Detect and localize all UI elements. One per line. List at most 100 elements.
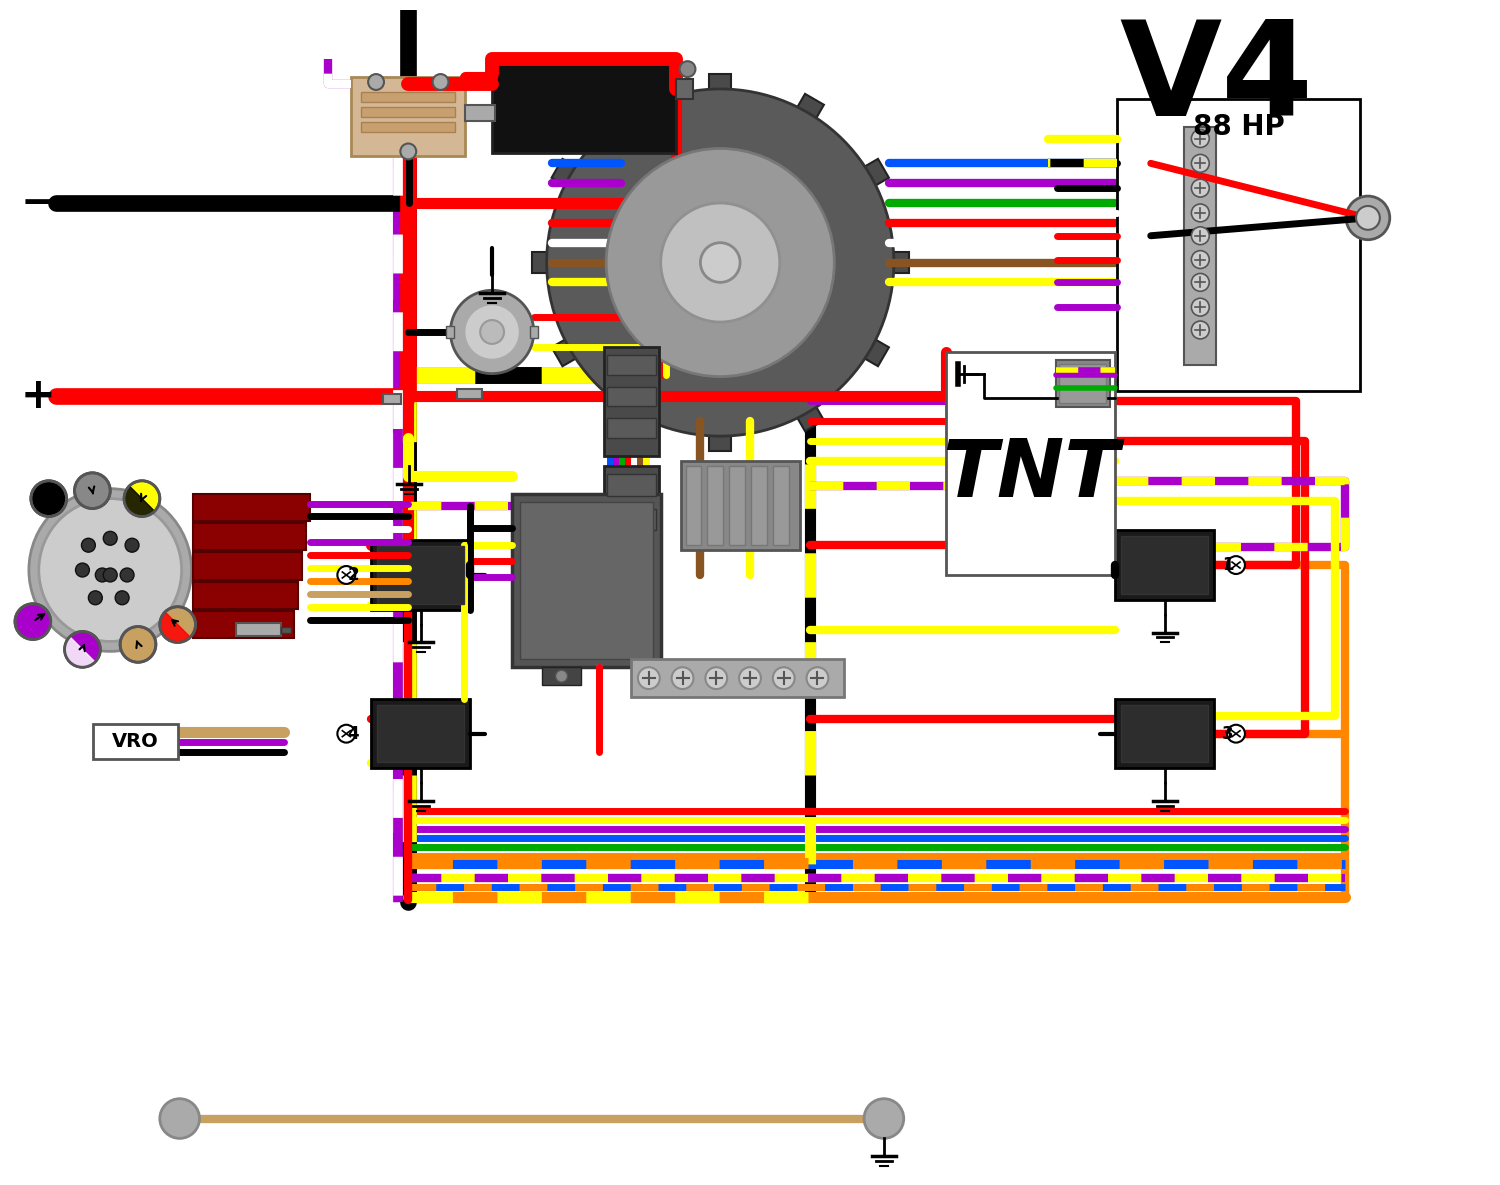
Circle shape — [104, 531, 117, 545]
Bar — [604, 347, 658, 456]
Polygon shape — [616, 94, 651, 130]
Text: TNT: TNT — [942, 436, 1119, 514]
Circle shape — [1191, 204, 1209, 222]
Bar — [370, 540, 471, 610]
Bar — [362, 92, 456, 102]
Polygon shape — [160, 611, 190, 642]
Bar — [542, 667, 582, 685]
Bar — [1059, 364, 1106, 403]
Bar — [192, 523, 306, 550]
Bar — [729, 466, 746, 545]
Circle shape — [480, 320, 504, 344]
Circle shape — [1191, 299, 1209, 316]
Polygon shape — [64, 636, 94, 667]
Circle shape — [15, 603, 51, 640]
Bar — [362, 107, 456, 117]
Circle shape — [1227, 556, 1245, 574]
Circle shape — [39, 499, 182, 641]
Circle shape — [672, 667, 693, 688]
Circle shape — [1227, 725, 1245, 743]
Bar — [632, 659, 844, 697]
Bar — [1120, 537, 1209, 594]
Circle shape — [1356, 206, 1380, 230]
Bar — [1120, 705, 1209, 762]
Bar — [370, 699, 471, 768]
Circle shape — [1191, 274, 1209, 292]
Circle shape — [160, 607, 195, 642]
Text: −: − — [21, 182, 56, 224]
Circle shape — [740, 667, 760, 688]
Circle shape — [1191, 321, 1209, 339]
Polygon shape — [852, 333, 889, 366]
Polygon shape — [790, 94, 824, 130]
Bar — [458, 390, 482, 399]
Bar — [752, 466, 766, 545]
Circle shape — [96, 568, 109, 582]
Polygon shape — [790, 395, 824, 431]
Text: 2: 2 — [348, 566, 358, 584]
Circle shape — [555, 671, 567, 683]
Polygon shape — [852, 159, 889, 193]
Bar — [512, 494, 660, 667]
Bar — [520, 501, 652, 659]
Bar — [608, 418, 656, 438]
Circle shape — [81, 538, 96, 552]
Bar — [686, 466, 702, 545]
Bar — [236, 622, 280, 636]
Bar — [382, 395, 400, 404]
Bar — [608, 474, 656, 495]
Bar — [1056, 360, 1110, 408]
Circle shape — [700, 243, 740, 282]
Bar — [351, 77, 465, 156]
Circle shape — [1191, 226, 1209, 244]
Bar — [465, 104, 495, 121]
Bar — [530, 326, 537, 338]
Bar — [675, 79, 693, 98]
Bar — [93, 724, 177, 760]
Circle shape — [338, 725, 356, 743]
Circle shape — [28, 488, 192, 652]
Polygon shape — [552, 159, 588, 193]
Circle shape — [75, 473, 109, 508]
Circle shape — [638, 667, 660, 688]
Bar — [708, 466, 723, 545]
Polygon shape — [552, 333, 588, 366]
Circle shape — [64, 632, 101, 667]
Circle shape — [546, 89, 894, 436]
Bar — [1114, 531, 1214, 600]
Circle shape — [338, 566, 356, 584]
Bar — [376, 705, 465, 762]
Circle shape — [160, 1098, 200, 1139]
Bar — [192, 582, 297, 609]
Bar — [192, 494, 309, 521]
Text: V4: V4 — [1119, 15, 1312, 142]
Text: VRO: VRO — [112, 732, 159, 751]
Bar — [362, 122, 456, 132]
Circle shape — [660, 203, 780, 322]
Bar — [772, 466, 789, 545]
Bar — [1185, 127, 1216, 365]
Circle shape — [1191, 179, 1209, 197]
Circle shape — [1191, 129, 1209, 147]
Circle shape — [450, 290, 534, 373]
Text: 4: 4 — [348, 725, 358, 743]
Circle shape — [124, 481, 160, 517]
Circle shape — [465, 305, 520, 360]
Circle shape — [772, 667, 795, 688]
Circle shape — [104, 568, 117, 582]
Polygon shape — [710, 421, 730, 451]
Bar — [1114, 699, 1214, 768]
Bar — [492, 55, 675, 153]
Bar — [192, 552, 302, 579]
Bar — [608, 354, 656, 374]
Text: 88 HP: 88 HP — [1192, 113, 1284, 141]
Circle shape — [75, 563, 90, 577]
Bar — [608, 508, 656, 531]
Circle shape — [864, 1098, 903, 1139]
Circle shape — [120, 627, 156, 662]
Bar — [280, 627, 291, 633]
Bar — [604, 466, 658, 555]
Bar — [1118, 98, 1360, 391]
Circle shape — [1346, 196, 1390, 239]
Circle shape — [116, 591, 129, 604]
